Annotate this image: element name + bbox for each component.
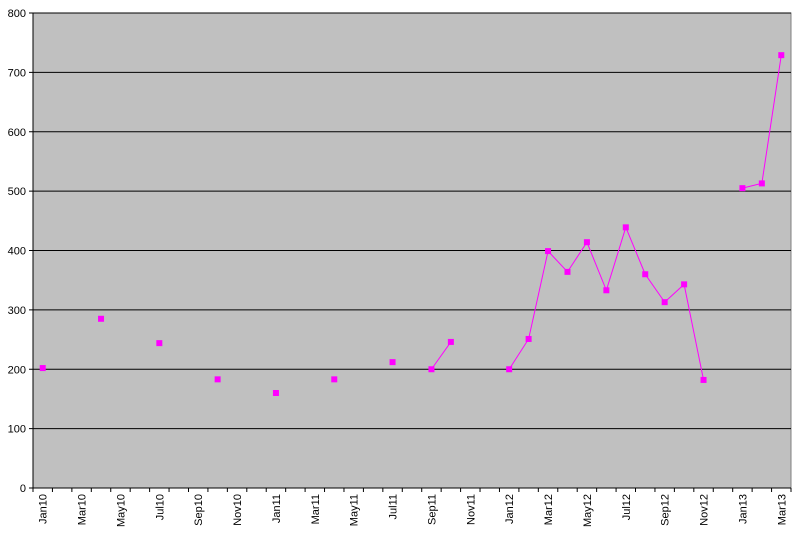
data-point [447,338,454,345]
x-tick-label: Mar13 [776,494,788,525]
x-tick-label: Sep10 [193,494,205,526]
data-point [39,365,46,372]
x-tick-label: Sep11 [426,494,438,525]
x-tick-label: May10 [115,494,127,527]
data-point [622,224,629,231]
data-point [700,376,707,383]
data-point [506,366,513,373]
x-tick-label: Nov10 [232,494,244,526]
x-tick-label: Jan11 [271,494,283,523]
data-point [428,366,435,373]
x-tick-label: Jul11 [388,494,400,519]
x-tick-label: Mar10 [77,494,89,525]
data-point [583,239,590,246]
data-point [681,281,688,288]
data-point [331,376,338,383]
x-tick-label: Nov11 [465,494,477,525]
data-point [739,185,746,192]
data-point [758,180,765,187]
x-tick-label: Jan10 [38,494,50,524]
y-tick-label: 800 [8,8,26,20]
data-point [642,271,649,278]
x-tick-label: Mar11 [310,494,322,524]
data-point [603,287,610,294]
x-tick-label: Jul10 [154,494,166,520]
data-point [661,299,668,306]
data-point [545,248,552,255]
x-tick-label: Jan12 [504,494,516,524]
x-tick-label: May12 [582,494,594,527]
x-tick-label: Jan13 [737,494,749,524]
y-tick-label: 500 [8,186,26,198]
data-point [389,359,396,366]
data-point [214,376,221,383]
x-tick-label: Mar12 [543,494,555,525]
y-tick-label: 600 [8,127,26,139]
x-tick-label: Sep12 [660,494,672,526]
data-point [98,315,105,322]
y-tick-label: 200 [8,364,26,376]
data-point [564,268,571,275]
x-tick-label: Jul12 [621,494,633,520]
y-tick-label: 700 [8,67,26,79]
data-point [272,390,279,396]
data-point [778,52,785,59]
y-tick-label: 400 [8,246,26,258]
x-tick-label: Nov12 [699,494,711,526]
y-tick-label: 100 [8,424,26,436]
y-tick-label: 0 [20,483,26,495]
x-tick-label: May11 [349,494,361,526]
y-tick-label: 300 [8,305,26,317]
data-point [156,340,163,347]
data-point [525,335,532,342]
